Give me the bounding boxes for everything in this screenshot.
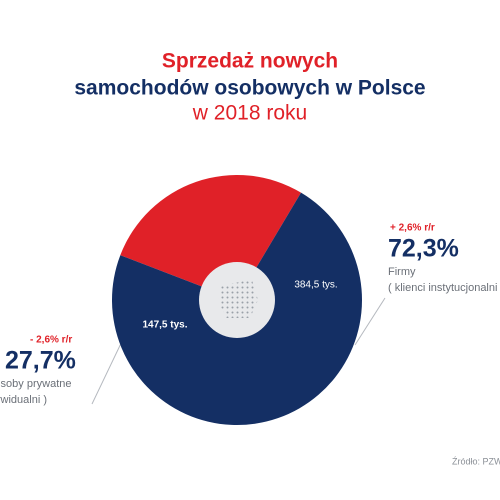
category-note: ( klienci indywidualni ) — [0, 394, 47, 406]
title-line: w 2018 roku — [192, 102, 307, 125]
value-label: 384,5 tys. — [294, 280, 337, 291]
value-label: 147,5 tys. — [142, 320, 187, 331]
change-label: - 2,6% r/r — [30, 335, 72, 346]
share-label: 72,3% — [388, 235, 459, 263]
change-label: + 2,6% r/r — [390, 223, 435, 234]
share-label: 27,7% — [5, 347, 76, 375]
title-line: Sprzedaż nowych — [162, 50, 338, 73]
title-line: samochodów osobowych w Polsce — [74, 77, 425, 100]
category-note: ( klienci instytucjonalni ) — [388, 282, 500, 294]
leader-line — [354, 297, 386, 346]
category-label: Osoby prywatne — [0, 378, 71, 390]
leader-line — [91, 334, 126, 405]
source: Źródło: PZW — [452, 456, 500, 466]
pie-slice — [120, 175, 302, 300]
map-icon — [218, 280, 258, 318]
category-label: Firmy — [388, 266, 416, 278]
